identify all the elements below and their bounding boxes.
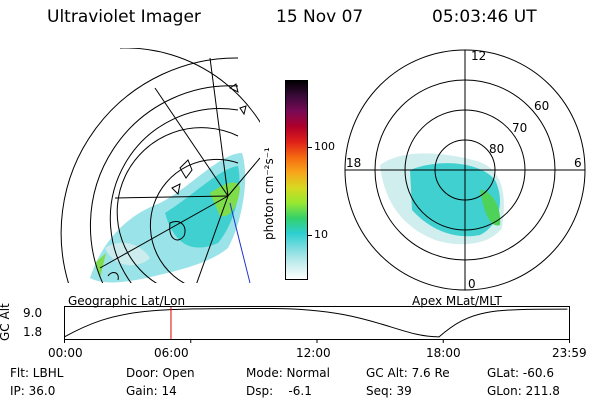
mlt-12: 12 [471,49,486,63]
altitude-plot [64,306,570,343]
mlat-60: 60 [534,99,549,113]
status-ip: IP: 36.0 [10,384,56,398]
status-mode: Mode: Normal [246,366,330,380]
status-seq: Seq: 39 [366,384,412,398]
colorbar-gradient [286,81,307,279]
status-dsp: Dsp: -6.1 [246,384,312,398]
time-label: 05:03:46 UT [432,7,537,27]
mlat-80: 80 [489,142,504,156]
status-glat: GLat: -60.6 [487,366,554,380]
status-door: Door: Open [126,366,195,380]
colorbar-unit-label: photon cm⁻²s⁻¹ [262,147,276,240]
alt-xtick-4: 23:59 [552,346,587,360]
status-flt: Flt: LBHL [10,366,64,380]
geographic-map [60,48,260,283]
polar-panel-label: Apex MLat/MLT [412,294,502,308]
geo-panel-label: Geographic Lat/Lon [68,294,186,308]
date-label: 15 Nov 07 [276,7,364,27]
alt-ylabel: GC Alt [0,303,12,341]
status-gc-alt: GC Alt: 7.6 Re [366,366,450,380]
mlat-70: 70 [512,121,527,135]
colorbar-tick-10: 10 [314,228,328,241]
alt-xtick-3: 18:00 [426,346,461,360]
alt-ytick-1: 1.8 [23,325,43,339]
app-title: Ultraviolet Imager [47,7,201,27]
polar-plot: 12 18 6 0 60 70 80 [344,49,586,291]
colorbar [285,80,308,280]
mlt-0: 0 [468,277,476,291]
alt-ytick-9: 9.0 [23,306,43,320]
status-gain: Gain: 14 [126,384,177,398]
alt-xtick-2: 12:00 [296,346,331,360]
mlt-18: 18 [346,156,361,170]
mlt-6: 6 [574,156,582,170]
alt-xtick-0: 00:00 [48,346,83,360]
colorbar-tick-100: 100 [314,140,335,153]
status-glon: GLon: 211.8 [487,384,560,398]
altitude-curve [64,307,568,338]
alt-xtick-1: 06:00 [154,346,189,360]
